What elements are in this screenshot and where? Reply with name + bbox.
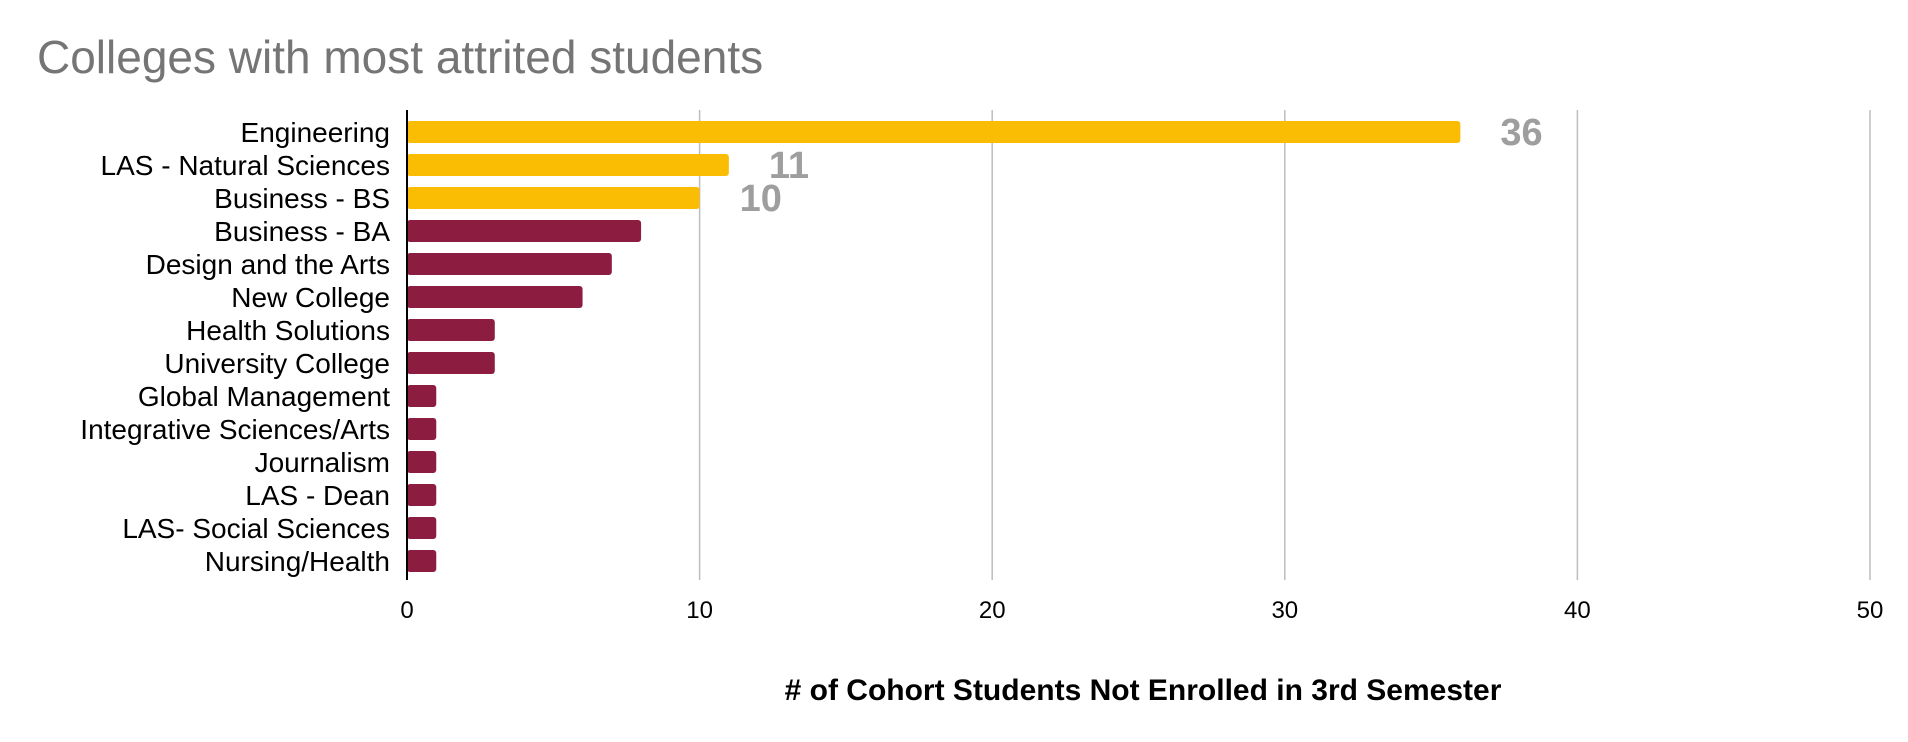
category-label: LAS - Dean xyxy=(245,480,390,511)
bar xyxy=(407,418,437,440)
category-label: University College xyxy=(164,348,390,379)
bar xyxy=(407,187,700,209)
bar xyxy=(407,451,437,473)
x-tick-label: 40 xyxy=(1564,597,1591,624)
category-label: Health Solutions xyxy=(186,315,390,346)
category-label: Global Management xyxy=(138,381,390,412)
bars xyxy=(407,121,1461,572)
bar xyxy=(407,154,729,176)
bar xyxy=(407,286,583,308)
category-label: Business - BA xyxy=(214,216,390,247)
data-label: 36 xyxy=(1500,112,1542,154)
bar xyxy=(407,220,642,242)
category-label: LAS- Social Sciences xyxy=(122,513,390,544)
category-label: Engineering xyxy=(241,117,390,148)
category-label: LAS - Natural Sciences xyxy=(101,150,390,181)
grid-lines xyxy=(698,110,1871,580)
data-label: 11 xyxy=(769,145,809,187)
bar xyxy=(407,319,495,341)
x-tick-label: 30 xyxy=(1271,597,1298,624)
bar xyxy=(407,253,612,275)
category-label: Business - BS xyxy=(214,183,390,214)
x-tick-label: 50 xyxy=(1857,597,1884,624)
bar xyxy=(407,352,495,374)
bar xyxy=(407,484,437,506)
category-label: Journalism xyxy=(255,447,390,478)
bar xyxy=(407,550,437,572)
x-tick-label: 0 xyxy=(400,597,413,624)
category-label: New College xyxy=(231,282,390,313)
x-tick-label: 20 xyxy=(979,597,1006,624)
category-label: Integrative Sciences/Arts xyxy=(80,414,390,445)
bar xyxy=(407,121,1461,143)
chart-title: Colleges with most attrited students xyxy=(37,31,764,83)
data-label: 10 xyxy=(740,178,782,220)
x-axis-title: # of Cohort Students Not Enrolled in 3rd… xyxy=(785,674,1502,707)
category-label: Nursing/Health xyxy=(205,546,390,577)
bar xyxy=(407,385,437,407)
bar xyxy=(407,517,437,539)
x-tick-label: 10 xyxy=(686,597,713,624)
category-label: Design and the Arts xyxy=(146,249,390,280)
x-tick-labels: 0 10 20 30 40 50 xyxy=(400,597,1883,624)
